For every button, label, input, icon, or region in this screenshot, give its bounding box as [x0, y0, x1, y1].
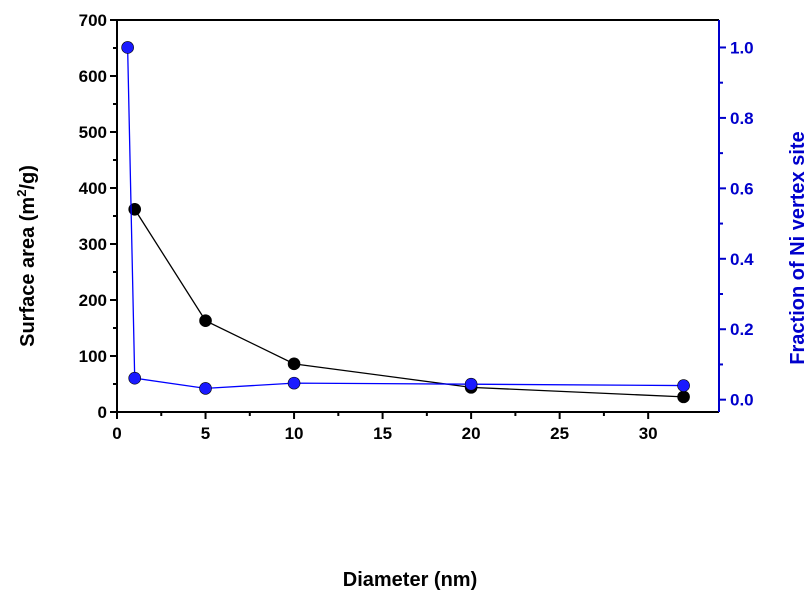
x-tick-label: 20 — [462, 424, 481, 443]
x-axis-title: Diameter (nm) — [343, 569, 477, 591]
y-left-tick-label: 700 — [79, 11, 107, 30]
ni-vertex-fraction-point — [464, 377, 478, 391]
y-left-tick-label: 600 — [79, 67, 107, 86]
x-tick-label: 0 — [112, 424, 121, 443]
x-tick-label: 10 — [285, 424, 304, 443]
x-tick-label: 25 — [550, 424, 569, 443]
y-right-tick-label: 0.6 — [730, 179, 754, 198]
surface-area-point — [199, 314, 212, 328]
ni-vertex-fraction-point — [128, 371, 142, 385]
x-tick-label: 15 — [373, 424, 392, 443]
series-layer — [121, 41, 690, 404]
surface-area-line — [134, 208, 684, 398]
y-right-tick-label: 0.2 — [730, 320, 754, 339]
y-left-tick-label: 500 — [79, 123, 107, 142]
y-axis-right: 0.0 0.2 0.4 0.6 0.8 1.0 — [719, 38, 754, 410]
y-left-tick-label: 400 — [79, 179, 107, 198]
x-tick-label: 30 — [639, 424, 658, 443]
y-axis-left-title-post: /g) — [17, 165, 39, 189]
ni-vertex-fraction-point — [199, 382, 212, 395]
y-axis-left-title: Surface area (m2/g) — [14, 165, 39, 347]
ni-vertex-fraction-point — [287, 376, 301, 390]
y-axis-left-title-sup: 2 — [14, 190, 29, 197]
ni-vertex-fraction-point — [121, 41, 134, 54]
y-right-tick-label: 0.4 — [730, 250, 754, 269]
y-right-tick-label: 0.8 — [730, 109, 754, 128]
y-right-tick-label: 0.0 — [730, 391, 754, 410]
x-tick-label: 5 — [201, 424, 210, 443]
x-axis: 0 5 10 15 20 25 30 — [112, 412, 658, 443]
y-left-tick-label: 0 — [98, 403, 107, 422]
ni-vertex-fraction-line — [126, 47, 684, 390]
ni-vertex-fraction-point — [677, 379, 690, 392]
surface-area-point — [287, 357, 301, 371]
y-axis-left-title-pre: Surface area (m — [17, 197, 39, 347]
y-axis-left: 0 100 200 300 400 500 600 700 — [79, 11, 117, 422]
plot-frame — [116, 19, 720, 413]
y-left-tick-label: 300 — [79, 235, 107, 254]
y-left-tick-label: 200 — [79, 291, 107, 310]
y-right-tick-label: 1.0 — [730, 38, 754, 57]
y-left-tick-label: 100 — [79, 347, 107, 366]
y-axis-right-title: Fraction of Ni vertex site — [787, 131, 809, 364]
surface-area-point — [677, 390, 690, 404]
